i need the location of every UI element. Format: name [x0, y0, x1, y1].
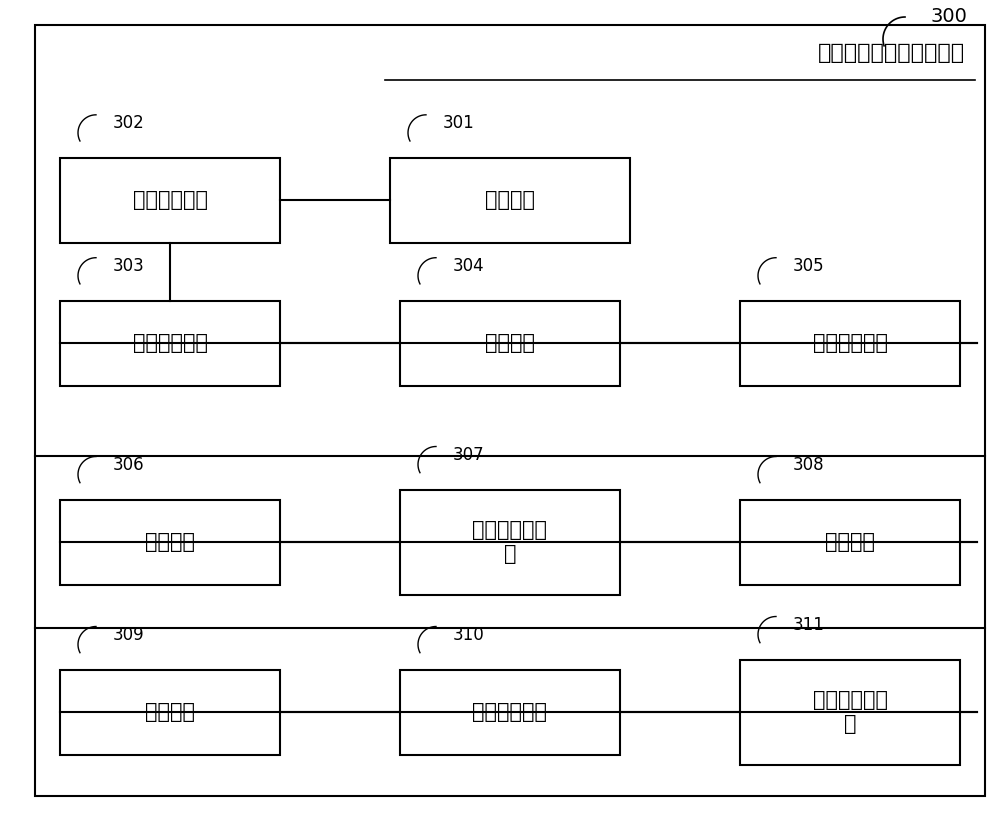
- FancyBboxPatch shape: [740, 499, 960, 585]
- Text: 第一判断单元: 第一判断单元: [132, 333, 208, 353]
- Text: 306: 306: [113, 456, 145, 474]
- FancyBboxPatch shape: [60, 158, 280, 243]
- FancyBboxPatch shape: [400, 300, 620, 386]
- Text: 308: 308: [793, 456, 825, 474]
- Text: 301: 301: [443, 114, 475, 132]
- Text: 升级包接收单
元: 升级包接收单 元: [472, 520, 548, 564]
- Text: 回复包发送单
元: 回复包发送单 元: [812, 690, 888, 735]
- Text: 309: 309: [113, 626, 145, 644]
- Text: 修改单元: 修改单元: [145, 532, 195, 552]
- Text: 302: 302: [113, 114, 145, 132]
- Text: 第三判断单元: 第三判断单元: [472, 702, 548, 722]
- FancyBboxPatch shape: [60, 499, 280, 585]
- Text: 304: 304: [453, 257, 485, 275]
- FancyBboxPatch shape: [740, 300, 960, 386]
- Text: 升级单元: 升级单元: [825, 532, 875, 552]
- FancyBboxPatch shape: [60, 300, 280, 386]
- Text: 解析单元: 解析单元: [485, 333, 535, 353]
- FancyBboxPatch shape: [60, 669, 280, 754]
- Text: 线程开启单元: 线程开启单元: [132, 190, 208, 210]
- Text: 创建单元: 创建单元: [485, 190, 535, 210]
- Text: 第二判断单元: 第二判断单元: [812, 333, 888, 353]
- FancyBboxPatch shape: [400, 489, 620, 594]
- FancyBboxPatch shape: [740, 659, 960, 764]
- Text: 303: 303: [113, 257, 145, 275]
- Text: 重启单元: 重启单元: [145, 702, 195, 722]
- Text: 311: 311: [793, 616, 825, 634]
- FancyBboxPatch shape: [400, 669, 620, 754]
- FancyBboxPatch shape: [390, 158, 630, 243]
- FancyBboxPatch shape: [35, 25, 985, 796]
- Text: 300: 300: [930, 7, 967, 25]
- Text: 307: 307: [453, 446, 485, 464]
- Text: 有线路由器终端升级装置: 有线路由器终端升级装置: [818, 43, 965, 62]
- Text: 305: 305: [793, 257, 825, 275]
- Text: 310: 310: [453, 626, 485, 644]
